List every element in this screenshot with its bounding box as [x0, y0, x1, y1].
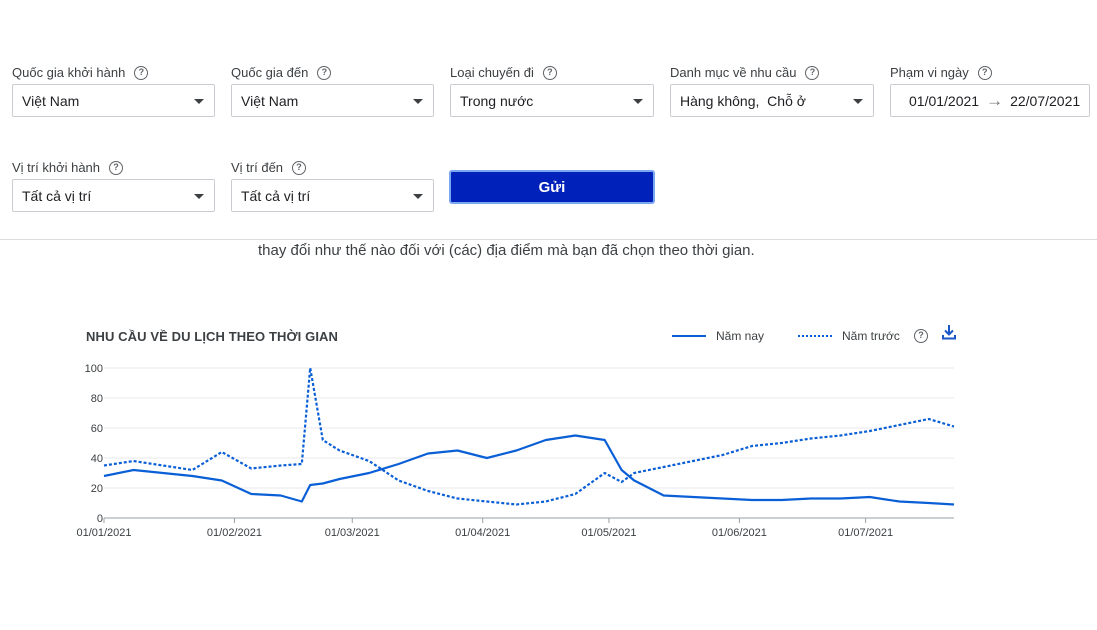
date-range-field: Phạm vi ngày? 01/01/2021 → 22/07/2021	[890, 65, 1090, 118]
series-line-this-year	[103, 434, 955, 506]
destination-country-value: Việt Nam	[241, 92, 299, 109]
demand-category-value: Hàng không, Chỗ ở	[680, 92, 806, 109]
start-date[interactable]: 01/01/2021	[909, 92, 980, 109]
legend-last-year-label: Năm trước	[842, 329, 900, 343]
destination-country-field: Quốc gia đến? Việt Nam	[231, 65, 434, 118]
demand-category-field: Danh mục về nhu cầu? Hàng không, Chỗ ở	[670, 65, 874, 118]
chart-help[interactable]: ?	[914, 325, 928, 343]
destination-location-field: Vị trí đến? Tất cả vị trí	[231, 160, 434, 213]
departure-location-label: Vị trí khởi hành	[12, 160, 101, 175]
caret-down-icon	[633, 99, 643, 104]
x-tick-label: 01/03/2021	[325, 527, 380, 539]
help-icon[interactable]: ?	[292, 160, 307, 175]
legend-this-year-label: Năm nay	[716, 329, 765, 343]
y-tick-label: 60	[91, 423, 103, 435]
trip-type-value: Trong nước	[460, 92, 534, 109]
help-icon[interactable]: ?	[977, 65, 992, 80]
x-tick-label: 01/01/2021	[76, 527, 131, 539]
trip-type-field: Loại chuyến đi? Trong nước	[450, 65, 654, 118]
solid-line-swatch	[672, 335, 706, 337]
departure-country-label: Quốc gia khởi hành	[12, 65, 126, 80]
legend-this-year[interactable]: Năm nay	[672, 329, 764, 343]
x-tick-label: 01/06/2021	[712, 527, 767, 539]
caret-down-icon	[853, 99, 863, 104]
destination-country-select[interactable]: Việt Nam	[231, 84, 434, 117]
chart-title: NHU CẦU VỀ DU LỊCH THEO THỜI GIAN	[86, 329, 339, 344]
travel-demand-chart: 0 20 40 60 80 100 01/01/2021 01/02/2021 01/03/20…	[76, 363, 955, 539]
x-tick-label: 01/07/2021	[838, 527, 893, 539]
destination-location-label: Vị trí đến	[231, 160, 284, 175]
destination-country-label: Quốc gia đến	[231, 65, 309, 80]
departure-location-field: Vị trí khởi hành? Tất cả vị trí	[12, 160, 215, 213]
departure-country-select[interactable]: Việt Nam	[12, 84, 215, 117]
date-range-label: Phạm vi ngày	[890, 65, 969, 80]
destination-location-select[interactable]: Tất cả vị trí	[231, 179, 434, 212]
help-icon[interactable]: ?	[805, 65, 820, 80]
date-range-picker[interactable]: 01/01/2021 → 22/07/2021	[890, 84, 1090, 117]
description-text: thay đổi như thế nào đối với (các) địa đ…	[258, 242, 755, 259]
departure-location-select[interactable]: Tất cả vị trí	[12, 179, 215, 212]
divider	[0, 239, 1097, 240]
y-tick-label: 100	[85, 363, 103, 375]
dotted-line-swatch	[798, 335, 832, 337]
arrow-right-icon: →	[986, 91, 1004, 110]
caret-down-icon	[194, 99, 204, 104]
help-icon[interactable]: ?	[317, 65, 332, 80]
caret-down-icon	[413, 99, 423, 104]
end-date[interactable]: 22/07/2021	[1010, 92, 1081, 109]
help-icon[interactable]: ?	[109, 160, 124, 175]
y-tick-label: 20	[91, 483, 103, 495]
help-icon[interactable]: ?	[542, 65, 557, 80]
departure-country-field: Quốc gia khởi hành? Việt Nam	[12, 65, 215, 118]
help-icon[interactable]: ?	[134, 65, 149, 80]
help-icon[interactable]: ?	[914, 328, 928, 343]
destination-location-value: Tất cả vị trí	[241, 187, 311, 204]
trip-type-select[interactable]: Trong nước	[450, 84, 654, 117]
x-tick-label: 01/05/2021	[581, 527, 636, 539]
y-tick-label: 80	[91, 393, 103, 405]
x-tick-label: 01/04/2021	[455, 527, 510, 539]
series-line-last-year	[103, 366, 955, 506]
caret-down-icon	[194, 194, 204, 199]
demand-category-select[interactable]: Hàng không, Chỗ ở	[670, 84, 874, 117]
y-tick-label: 40	[91, 453, 103, 465]
departure-location-value: Tất cả vị trí	[22, 187, 92, 204]
demand-category-label: Danh mục về nhu cầu	[670, 65, 797, 80]
download-icon[interactable]	[941, 324, 957, 340]
x-tick-label: 01/02/2021	[207, 527, 262, 539]
caret-down-icon	[413, 194, 423, 199]
departure-country-value: Việt Nam	[22, 92, 80, 109]
trip-type-label: Loại chuyến đi	[450, 65, 534, 80]
submit-button[interactable]: Gửi	[449, 170, 655, 204]
y-tick-label: 0	[97, 513, 103, 525]
legend-last-year[interactable]: Năm trước	[798, 329, 900, 343]
